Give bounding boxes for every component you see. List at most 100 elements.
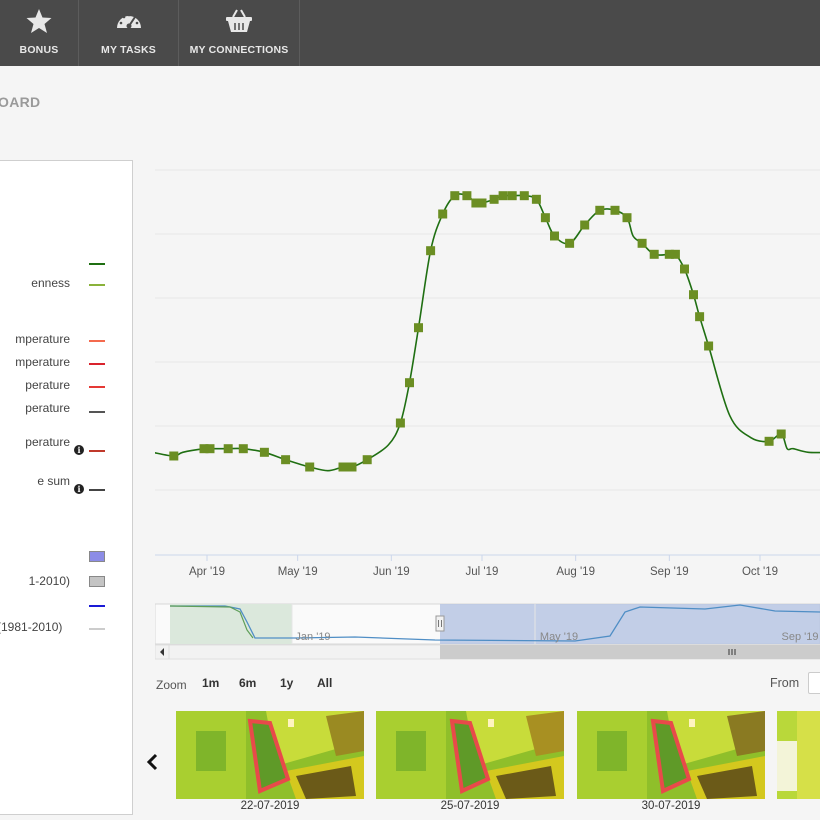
nav-bonus[interactable]: BONUS [0,0,79,66]
data-point-marker[interactable] [471,198,481,208]
data-point-marker[interactable] [695,312,705,322]
data-point-marker[interactable] [689,290,698,300]
zoom-1m-button[interactable]: 1m [202,676,220,690]
legend-item[interactable]: e sum i [0,474,132,497]
field-image [376,711,564,799]
legend-item[interactable]: mperature [0,355,132,373]
data-point-marker[interactable] [462,191,472,201]
data-point-marker[interactable] [347,462,357,472]
legend-item[interactable]: 1-2010) [0,574,132,592]
data-point-marker[interactable] [414,323,423,333]
legend-swatch [89,605,105,607]
basket-icon [226,9,252,32]
data-point-marker[interactable] [405,378,414,388]
field-image [176,711,364,799]
legend-item[interactable] [0,549,132,567]
data-point-marker[interactable] [305,462,315,472]
satellite-thumbnail-3[interactable] [577,711,765,799]
x-tick-label: Jun '19 [373,566,410,578]
data-point-marker[interactable] [498,191,508,201]
data-point-marker[interactable] [259,447,269,457]
data-point-marker[interactable] [550,231,559,241]
info-icon[interactable]: i [74,484,84,494]
legend-item[interactable]: enness [0,276,132,294]
legend-label: e sum [37,474,70,488]
satellite-thumbnail-2[interactable] [376,711,564,799]
legend-swatch [89,551,105,562]
legend-item[interactable]: (1981-2010) [0,620,132,638]
data-point-marker[interactable] [338,462,348,472]
data-point-marker[interactable] [489,194,499,204]
legend-item[interactable]: perature i [0,435,132,458]
series-markers [169,191,786,472]
zoom-1y-button[interactable]: 1y [280,676,294,690]
data-point-marker[interactable] [680,264,689,274]
x-tick-label: Apr '19 [189,566,225,578]
data-point-marker[interactable] [477,198,487,208]
data-point-marker[interactable] [664,249,674,259]
data-point-marker[interactable] [205,444,215,454]
data-point-marker[interactable] [223,444,233,454]
data-point-marker[interactable] [395,418,405,428]
legend-item[interactable]: mperature [0,332,132,350]
nav-my-connections[interactable]: MY CONNECTIONS [179,0,300,66]
data-point-marker[interactable] [764,436,774,446]
legend-swatch [89,363,105,365]
navigator-series-line-green [169,605,254,639]
info-icon[interactable]: i [74,445,84,455]
data-point-marker[interactable] [649,249,659,259]
chevron-left-icon[interactable] [145,752,161,772]
x-tick-label: Aug '19 [556,566,595,578]
data-point-marker[interactable] [776,429,786,439]
data-point-marker[interactable] [670,249,680,259]
field-image [577,711,765,799]
data-point-marker[interactable] [438,209,448,219]
from-date-input[interactable] [808,672,820,694]
legend-swatch [89,628,105,630]
nav-my-connections-label: MY CONNECTIONS [189,44,289,56]
data-point-marker[interactable] [426,246,436,256]
data-point-marker[interactable] [281,455,291,465]
data-point-marker[interactable] [540,213,550,223]
data-point-marker[interactable] [531,194,541,204]
legend-item[interactable]: perature [0,378,132,396]
page-title: OARD [0,94,41,110]
x-tick-label: May '19 [278,566,318,578]
navigator-tick-label: Jan '19 [295,631,330,643]
data-point-marker[interactable] [507,191,517,201]
chart-grid [155,169,820,556]
scrollbar-left-arrow-icon[interactable] [160,648,164,656]
legend-item[interactable] [0,597,132,615]
data-point-marker[interactable] [565,238,575,248]
data-point-marker[interactable] [519,191,529,201]
data-point-marker[interactable] [637,238,647,248]
data-point-marker[interactable] [622,213,632,223]
dashboard-gauge-icon [116,13,141,29]
legend-swatch [89,340,105,342]
legend-item[interactable] [0,255,132,273]
data-point-marker[interactable] [238,444,248,454]
data-point-marker[interactable] [610,205,620,215]
satellite-thumbnail-1[interactable] [176,711,364,799]
zoom-6m-button[interactable]: 6m [239,676,257,690]
nav-my-tasks-label: MY TASKS [101,44,156,56]
legend-item[interactable]: perature [0,401,132,419]
range-navigator[interactable]: Jan '19 May '19 Sep '19 [155,603,820,660]
navigator-handle[interactable] [435,615,445,632]
thumbnail-date-1: 22-07-2019 [240,800,300,812]
x-tick-label: Jul '19 [466,566,499,578]
satellite-thumbnail-4[interactable] [777,711,820,799]
data-point-marker[interactable] [595,205,605,215]
x-tick-label: Oct '19 [742,566,778,578]
data-point-marker[interactable] [450,191,460,201]
navigator-tick-label: May '19 [540,631,578,643]
data-point-marker[interactable] [580,220,590,230]
nav-my-tasks[interactable]: MY TASKS [79,0,179,66]
data-point-marker[interactable] [704,341,714,351]
data-point-marker[interactable] [199,444,209,454]
scrollbar-thumb[interactable] [440,645,820,659]
nav-bonus-label: BONUS [19,44,59,56]
data-point-marker[interactable] [362,455,372,465]
data-point-marker[interactable] [169,451,179,461]
zoom-all-button[interactable]: All [317,676,333,690]
